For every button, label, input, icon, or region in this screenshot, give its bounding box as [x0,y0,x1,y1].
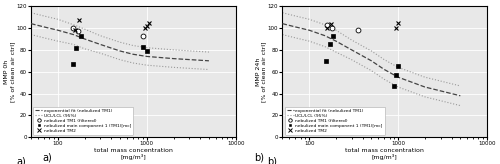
Legend: exponential fit (nebulized TM1), UCL/LCL (95%), nebulized TM1 (filtered), nebuli: exponential fit (nebulized TM1), UCL/LCL… [33,106,134,135]
Text: b): b) [268,157,278,164]
Legend: exponential fit (nebulized TM1), UCL/LCL (95%), nebulized TM1 (filtered), nebuli: exponential fit (nebulized TM1), UCL/LCL… [284,106,385,135]
Text: a): a) [16,157,26,164]
Text: a): a) [42,152,52,162]
X-axis label: total mass concentration
[mg/m³]: total mass concentration [mg/m³] [346,148,424,160]
X-axis label: total mass concentration
[mg/m³]: total mass concentration [mg/m³] [94,148,173,160]
Y-axis label: MMP 24h
[% of clean air ctrl]: MMP 24h [% of clean air ctrl] [256,41,266,102]
Text: b): b) [254,152,264,162]
Y-axis label: MMP 0h
[% of clean air ctrl]: MMP 0h [% of clean air ctrl] [4,41,15,102]
